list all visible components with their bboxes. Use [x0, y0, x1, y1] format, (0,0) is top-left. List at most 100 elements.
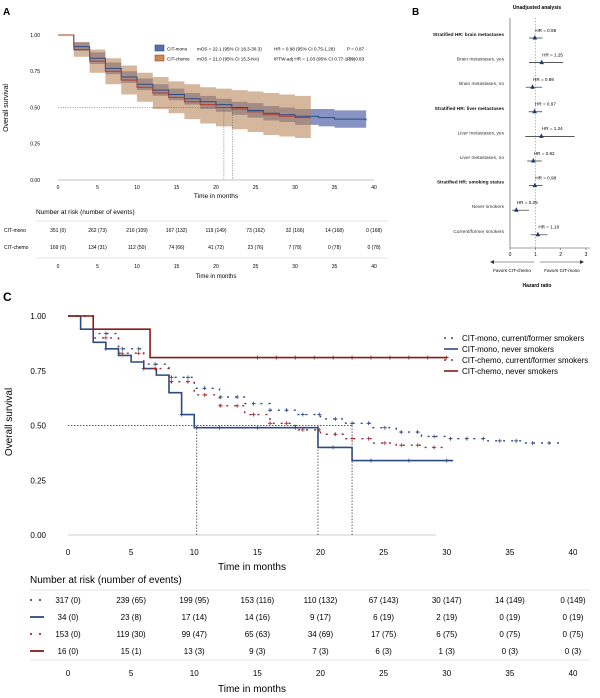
censor-mark: [369, 355, 373, 360]
panel-c-x-tick: 10: [190, 548, 199, 557]
censor-mark: [382, 441, 387, 446]
panel-a: A 0.000.250.500.751.00 0 5 10 15 20 25 30 35 40 …: [3, 7, 388, 280]
panel-c-risk-x-tick: 25: [379, 669, 388, 678]
censor-mark: [235, 395, 240, 400]
censor-mark: [218, 403, 223, 408]
censor-mark: [179, 412, 184, 417]
panel-c-risk-x-tick: 35: [505, 669, 514, 678]
legend-swatch-cit-chemo: [154, 54, 165, 62]
favors-right-arrowhead: [580, 260, 584, 264]
panel-c-risk-x-tick: 40: [569, 669, 578, 678]
panel-a-x-tick: 30: [292, 185, 298, 191]
forest-hr-label: HR = 0.97: [535, 102, 556, 107]
panel-a-risk-x-tick: 20: [213, 264, 219, 270]
panel-a-y-tick: 0.75: [30, 69, 40, 75]
panel-a-letter: A: [3, 7, 10, 18]
panel-a-risk-x-label: Time in months: [196, 274, 237, 280]
panel-a-risk-x-tick: 15: [174, 264, 180, 270]
risk-cell: 34 (69): [308, 630, 334, 639]
panel-a-y-tick: 0.50: [30, 105, 40, 111]
risk-cell: 2 (19): [436, 613, 457, 622]
censor-mark: [235, 403, 240, 408]
censor-mark: [312, 355, 317, 360]
legend-label-cit-chemo-never-smokers: CIT-chemo, never smokers: [462, 367, 558, 376]
censor-mark: [331, 445, 336, 450]
favors-cit-chemo-label: Favors CIT-chemo: [493, 268, 531, 273]
censor-mark: [274, 355, 279, 360]
forest-row-label: Liver metastases, no: [460, 155, 505, 161]
panel-a-x-tick: 40: [371, 185, 377, 191]
risk-cell-cit-mono: 167 (132): [166, 228, 188, 234]
forest-hr-label: HR = 0.92: [534, 151, 555, 156]
panel-a-risk-title: Number at risk (number of events): [36, 209, 135, 216]
censor-mark: [120, 351, 125, 356]
forest-point-marker: [535, 231, 541, 237]
risk-cell-cit-chemo: 0 (78): [367, 245, 380, 251]
risk-cell-cit-mono: 0 (168): [366, 228, 382, 234]
forest-hr-label: HR = 0.98: [535, 175, 556, 180]
censor-mark: [382, 425, 387, 430]
risk-cell-cit-chemo: 112 (50): [128, 245, 147, 251]
forest-hr-label: HR = 1.10: [538, 225, 559, 230]
censor-mark: [169, 375, 174, 380]
legend-label-cit-chemo: CIT-chemo: [167, 57, 190, 62]
panel-c-risk-x-tick: 10: [190, 669, 199, 678]
censor-mark: [202, 392, 207, 397]
panel-c-y-tick: 1.00: [30, 312, 46, 321]
censor-mark: [120, 346, 125, 351]
panel-a-risk-x-tick: 25: [253, 264, 259, 270]
forest-x-tick: 3: [585, 252, 588, 258]
risk-cell: 13 (3): [184, 647, 205, 656]
panel-c-legend: CIT-mono, current/former smokers CIT-mono…: [444, 334, 588, 376]
panel-b-letter: B: [412, 7, 419, 18]
censor-mark: [317, 412, 322, 417]
forest-point-marker: [532, 35, 538, 40]
panel-a-x-tick: 0: [57, 185, 60, 191]
legend-label-cit-chemo-current-former-smokers: CIT-chemo, current/former smokers: [462, 356, 588, 365]
risk-cell: 153 (0): [55, 630, 81, 639]
risk-cell: 199 (95): [179, 596, 209, 605]
risk-cell: 14 (149): [495, 596, 525, 605]
forest-hr-label: HR = 0.89: [533, 77, 554, 82]
panel-c-y-label: Overall survival: [4, 388, 15, 456]
censor-mark: [268, 408, 272, 413]
censor-mark: [432, 445, 437, 450]
panel-c-x-tick: 15: [253, 548, 262, 557]
censor-mark: [153, 362, 158, 367]
risk-cell-cit-chemo: 74 (66): [169, 245, 185, 251]
panel-a-risk-x-tick: 30: [292, 264, 298, 270]
censor-mark: [350, 355, 355, 360]
panel-a-risk-x-tick: 0: [57, 264, 60, 270]
km-curve-cit-mono-never-smokers: [68, 315, 454, 462]
censor-mark: [217, 425, 222, 430]
censor-mark: [202, 386, 207, 391]
censor-mark: [255, 425, 260, 430]
panel-a-x-tick: 10: [134, 185, 140, 191]
panel-a-y-tick: 0.00: [30, 178, 40, 184]
risk-cell: 0 (3): [502, 647, 519, 656]
forest-row-label: Stratified HR: liver metastases: [435, 106, 505, 112]
risk-cell: 16 (0): [58, 647, 79, 656]
panel-c-y-tick: 0.75: [30, 367, 46, 376]
censor-mark: [547, 441, 552, 446]
risk-cell: 0 (19): [563, 613, 584, 622]
censor-mark: [399, 430, 404, 435]
censor-mark: [415, 430, 420, 435]
panel-c-risk-x-tick: 30: [442, 669, 451, 678]
risk-row-label-cit-chemo: CIT-chemo: [4, 245, 29, 251]
censor-mark: [185, 379, 190, 384]
forest-point-marker: [532, 182, 538, 188]
risk-cell: 0 (75): [563, 630, 584, 639]
panel-a-risk-x-tick: 40: [371, 264, 377, 270]
risk-cell: 17 (75): [371, 630, 397, 639]
censor-mark: [136, 346, 141, 351]
risk-cell: 0 (3): [565, 647, 582, 656]
censor-mark: [103, 331, 108, 336]
panel-b-title: Unadjusted analysis: [513, 5, 562, 11]
risk-cell-cit-chemo: 134 (31): [88, 245, 107, 251]
censor-mark: [448, 436, 453, 441]
risk-cell: 6 (75): [436, 630, 457, 639]
risk-cell-cit-mono: 32 (166): [286, 228, 305, 234]
panel-a-x-tick: 20: [213, 185, 219, 191]
censor-mark: [255, 355, 260, 360]
